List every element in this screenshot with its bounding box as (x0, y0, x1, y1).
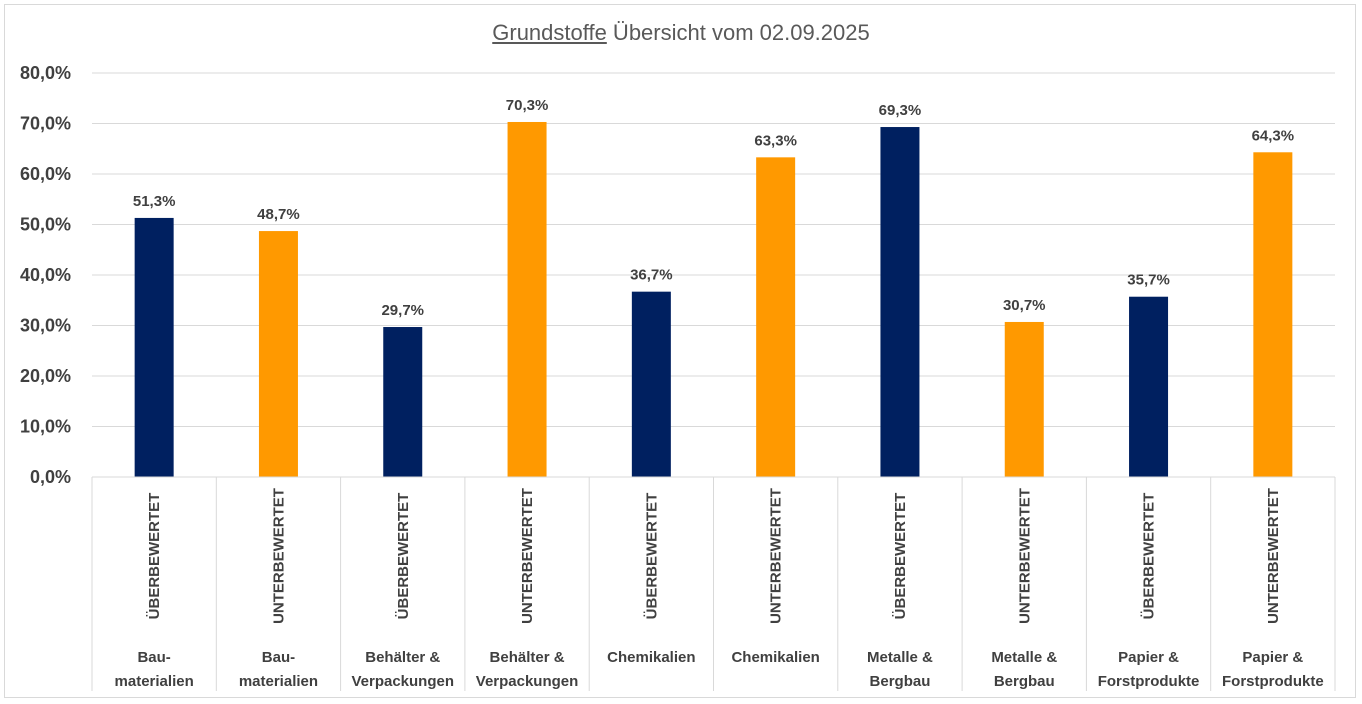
y-tick-label: 60,0% (20, 164, 71, 184)
category-label: Behälter & (490, 649, 565, 666)
chart-title-rest: Übersicht vom 02.09.2025 (606, 20, 870, 45)
status-label: ÜBERBEWERTET (146, 493, 163, 620)
category-label: Forstprodukte (1098, 673, 1200, 690)
bar (631, 291, 671, 477)
category-label: Chemikalien (607, 649, 695, 666)
status-label: ÜBERBEWERTET (643, 493, 660, 620)
category-label: Metalle & (867, 649, 933, 666)
category-label: Chemikalien (731, 649, 819, 666)
bar (1253, 152, 1293, 477)
status-label: ÜBERBEWERTET (892, 493, 909, 620)
x-axis: ÜBERBEWERTET Bau-materialien UNTERBEWERTET… (91, 476, 1336, 691)
y-tick-label: 70,0% (20, 114, 71, 134)
status-label: UNTERBEWERTET (768, 488, 785, 624)
bar (383, 327, 423, 477)
status-label: ÜBERBEWERTET (1141, 493, 1158, 620)
category-label: Behälter & (365, 649, 440, 666)
status-label: UNTERBEWERTET (519, 488, 536, 624)
category-label: Forstprodukte (1222, 673, 1324, 690)
bar (1004, 321, 1044, 477)
gridlines (92, 72, 1335, 427)
data-label: 48,7% (257, 206, 300, 223)
data-label: 63,3% (754, 132, 797, 149)
bars (134, 121, 1293, 478)
category-label: Papier & (1118, 649, 1179, 666)
bar (507, 121, 547, 478)
y-tick-label: 50,0% (20, 215, 71, 235)
y-tick-label: 30,0% (20, 316, 71, 336)
y-tick-label: 80,0% (20, 63, 71, 83)
category-label: Bau- (137, 649, 170, 666)
data-label: 29,7% (381, 302, 424, 319)
data-label: 36,7% (630, 267, 673, 284)
status-label: UNTERBEWERTET (1265, 488, 1282, 624)
y-tick-label: 0,0% (30, 467, 71, 487)
y-axis-labels: 0,0% 10,0% 20,0% 30,0% 40,0% 50,0% 60,0% 70,0% 8… (20, 63, 71, 487)
y-tick-label: 20,0% (20, 366, 71, 386)
bar (258, 231, 298, 477)
bar (756, 157, 796, 477)
status-label: ÜBERBEWERTET (395, 493, 412, 620)
status-label: UNTERBEWERTET (270, 488, 287, 624)
data-label: 30,7% (1003, 297, 1046, 314)
category-label: Metalle & (991, 649, 1057, 666)
y-tick-label: 10,0% (20, 417, 71, 437)
data-label: 70,3% (506, 97, 549, 114)
bar (134, 217, 174, 477)
data-label: 51,3% (133, 193, 176, 210)
chart-title: Grundstoffe Übersicht vom 02.09.2025 (0, 20, 1362, 46)
category-label: materialien (239, 673, 318, 690)
data-label: 64,3% (1252, 127, 1295, 144)
status-label: UNTERBEWERTET (1016, 488, 1033, 624)
category-label: Verpackungen (476, 673, 579, 690)
category-label: materialien (115, 673, 194, 690)
data-label: 35,7% (1127, 272, 1170, 289)
category-label: Bergbau (870, 673, 931, 690)
bar (880, 127, 920, 477)
data-labels: 51,3% 48,7% 29,7% 70,3% 36,7% 63,3% 69,3% 30,7%… (133, 97, 1294, 319)
category-label: Bergbau (994, 673, 1055, 690)
category-label: Papier & (1242, 649, 1303, 666)
bar (1129, 296, 1169, 477)
chart-title-underlined: Grundstoffe (492, 20, 607, 45)
category-label: Bau- (262, 649, 295, 666)
category-label: Verpackungen (351, 673, 454, 690)
data-label: 69,3% (879, 102, 922, 119)
y-tick-label: 40,0% (20, 265, 71, 285)
